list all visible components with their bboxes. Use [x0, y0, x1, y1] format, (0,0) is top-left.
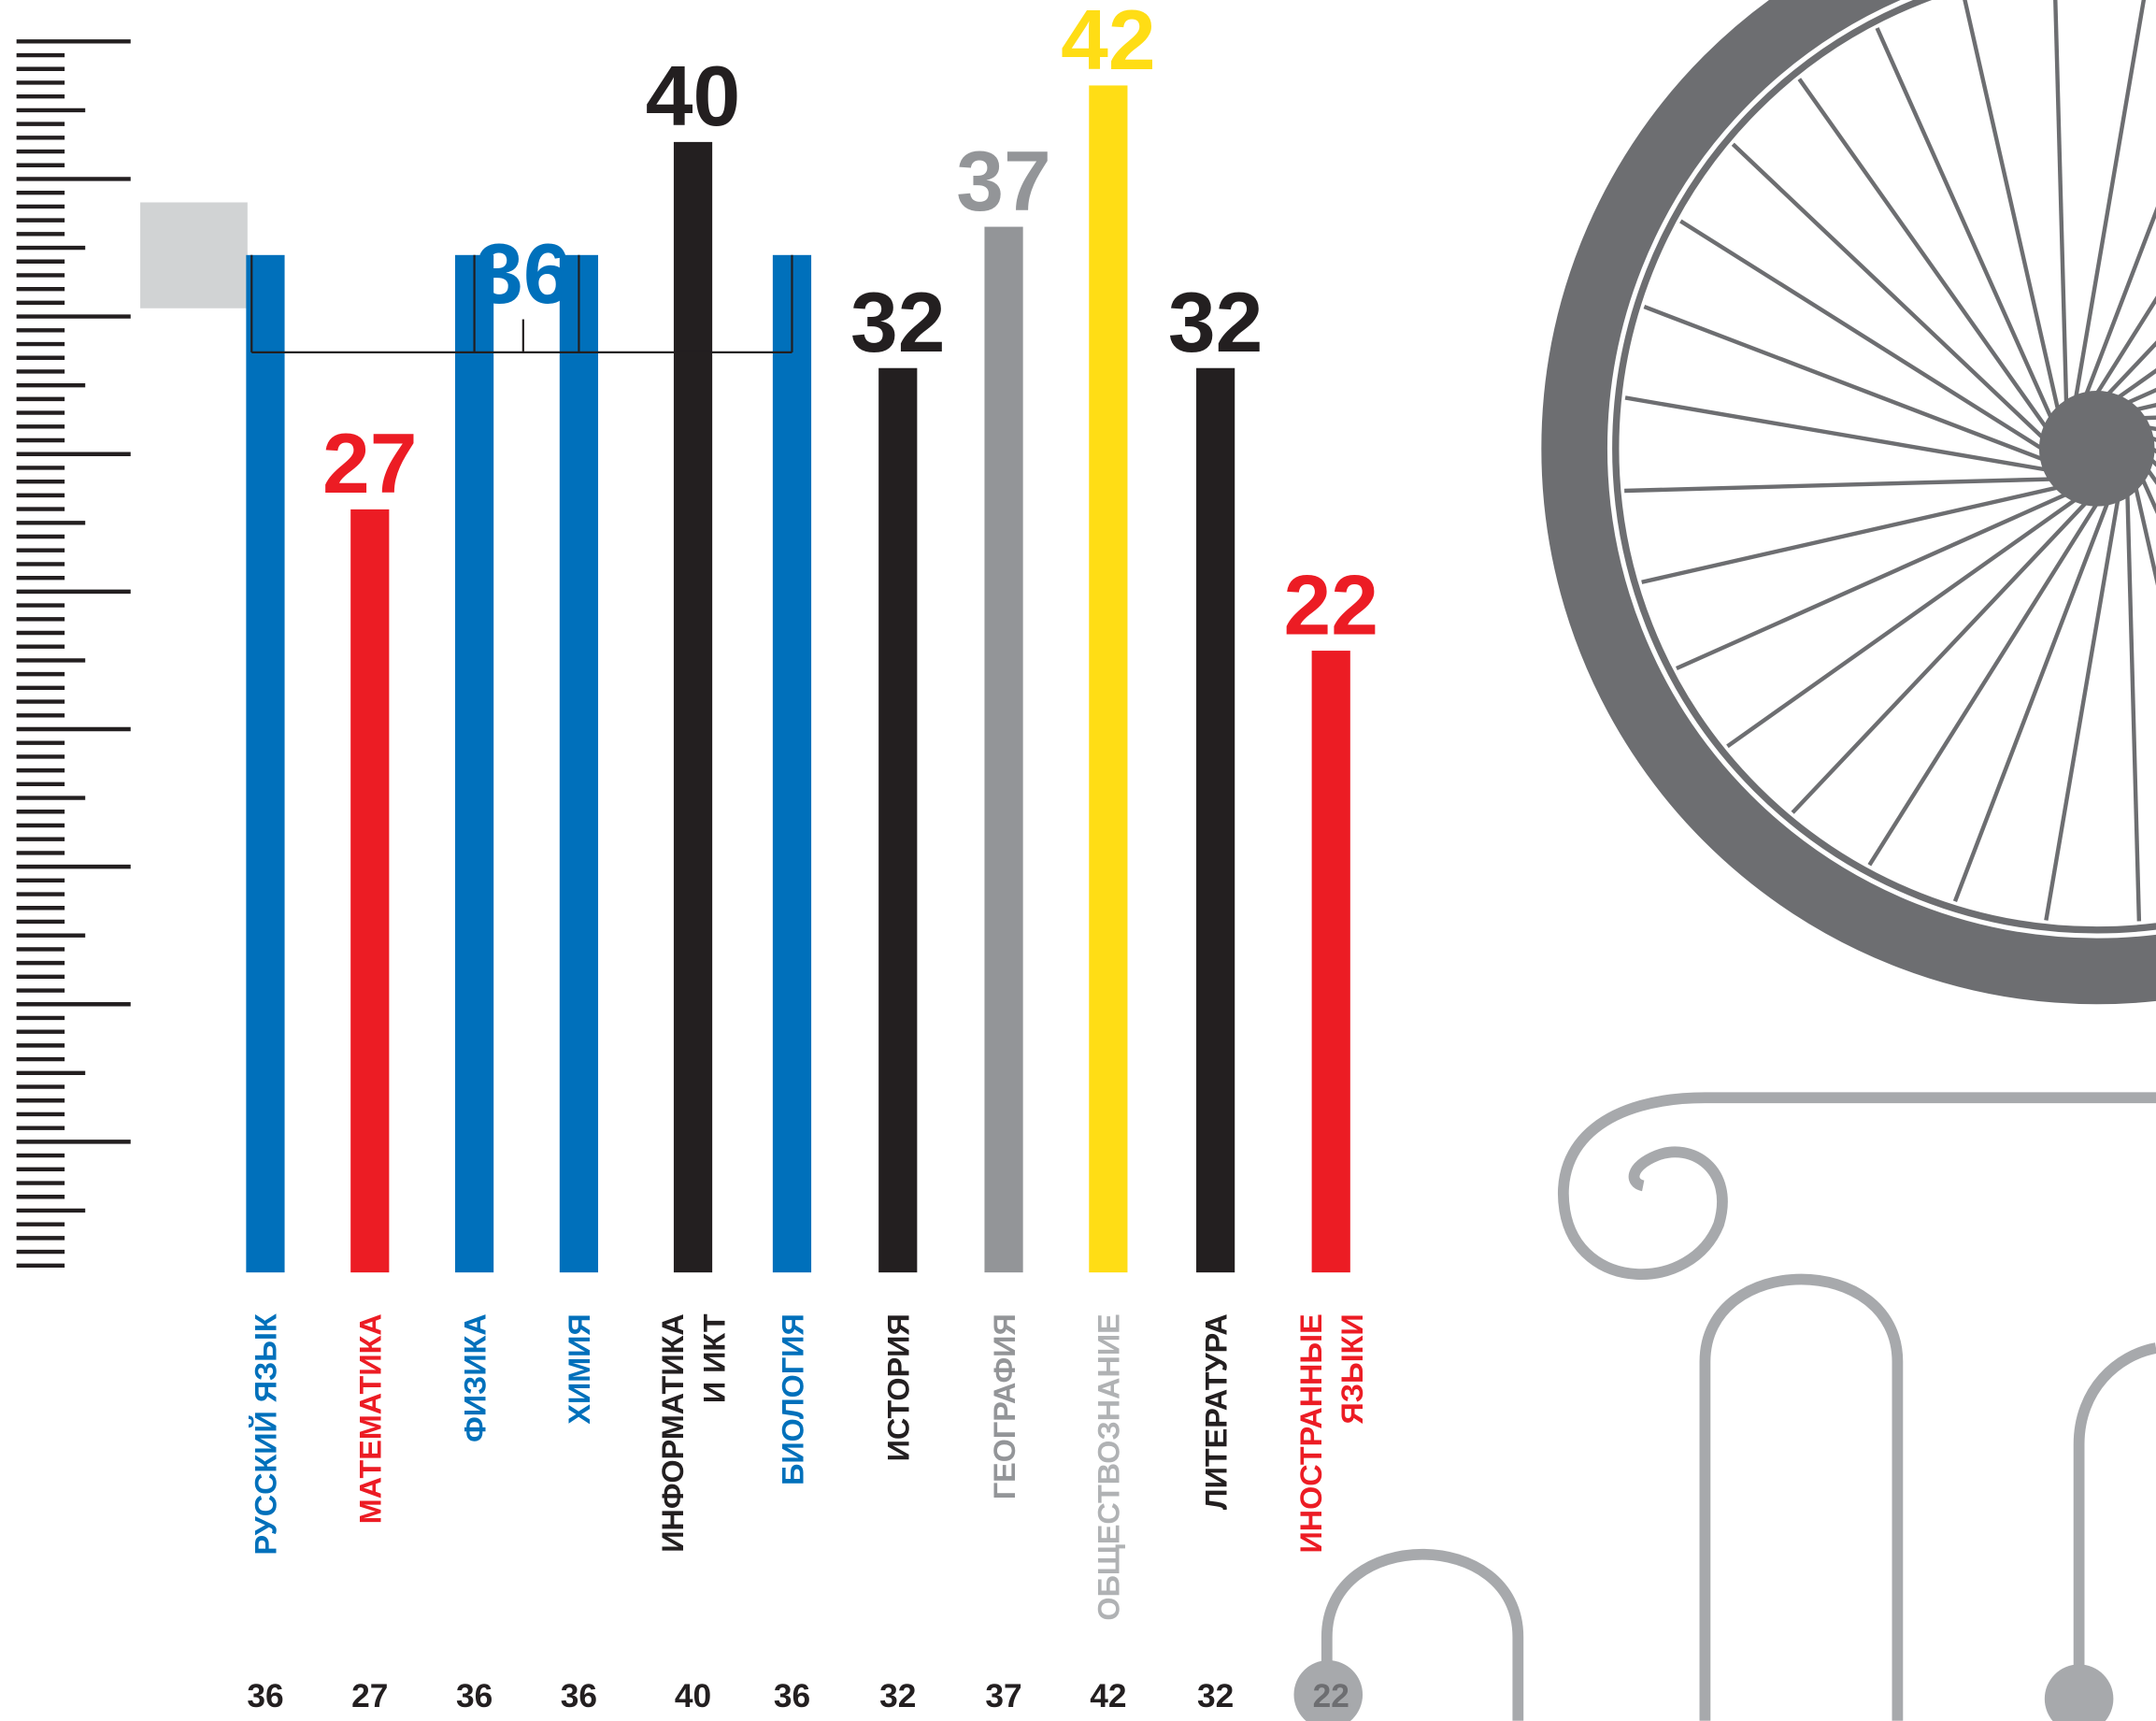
category-label: ЛИТЕРАТУРА — [1199, 1313, 1233, 1510]
spoke — [2148, 469, 2156, 818]
bar — [674, 142, 712, 1272]
category-label: ОБЩЕСТВОЗНАНИЕ — [1092, 1313, 1126, 1620]
category-label: МАТЕМАТИКА — [354, 1313, 388, 1524]
spoke — [2127, 495, 2138, 922]
value-label: 37 — [956, 134, 1050, 229]
bar — [246, 255, 284, 1272]
bottom-value: 36 — [247, 1678, 283, 1714]
bar — [1312, 651, 1350, 1272]
spoke — [1963, 0, 2058, 409]
bottom-value: 27 — [351, 1678, 388, 1714]
spoke — [2055, 0, 2066, 403]
ruler — [17, 41, 131, 1265]
bar — [773, 255, 811, 1272]
category-label: ИСТОРИЯ — [882, 1313, 916, 1461]
bar — [878, 368, 917, 1272]
bottom-value: 40 — [675, 1678, 711, 1714]
bar — [560, 255, 598, 1272]
bottom-value: 37 — [985, 1678, 1021, 1714]
spoke — [2107, 84, 2156, 394]
value-label: 40 — [646, 49, 740, 144]
value-label: 32 — [850, 275, 945, 370]
value-label: 27 — [322, 416, 417, 511]
spoke — [1625, 397, 2046, 469]
bottom-value: 32 — [879, 1678, 916, 1714]
category-label: ФИЗИКА — [458, 1313, 492, 1442]
spoke — [2046, 499, 2118, 920]
category-label: ХИМИЯ — [563, 1313, 596, 1424]
value-label: 42 — [1061, 0, 1155, 88]
bar — [455, 255, 493, 1272]
bottom-value: 22 — [1313, 1678, 1349, 1714]
category-label: РУССКИЙ ЯЗЫК — [248, 1313, 283, 1555]
spoke — [1642, 487, 2058, 581]
bottom-value: 42 — [1090, 1678, 1126, 1714]
bicycle-wheel — [1575, 0, 2156, 971]
group-value-label: 36 — [476, 226, 570, 322]
spoke — [1624, 480, 2051, 491]
bottom-value: 36 — [561, 1678, 597, 1714]
infographic: РУССКИЙ ЯЗЫК 36 27 МАТЕМАТИКА 27 ФИЗИКА 36 ХИМИ… — [0, 0, 2156, 1721]
spoke — [2076, 0, 2148, 397]
bar — [984, 227, 1022, 1273]
value-label: 32 — [1168, 275, 1263, 370]
spoke — [2086, 0, 2156, 394]
decoration — [17, 0, 2156, 1721]
column-ornament — [1327, 1097, 2156, 1721]
spoke — [2143, 480, 2156, 869]
bar — [1196, 368, 1235, 1272]
category-label: ГЕОГРАФИЯ — [988, 1313, 1021, 1499]
bottom-value: 36 — [774, 1678, 810, 1714]
gray-square — [140, 202, 248, 308]
chart: РУССКИЙ ЯЗЫК 36 27 МАТЕМАТИКА 27 ФИЗИКА 36 ХИМИ… — [246, 0, 1378, 1714]
category-label: БИОЛОГИЯ — [776, 1313, 809, 1485]
bar — [1089, 85, 1127, 1272]
bottom-value: 36 — [456, 1678, 493, 1714]
bottom-value: 32 — [1197, 1678, 1234, 1714]
bar — [350, 509, 389, 1272]
value-label: 22 — [1283, 557, 1378, 653]
